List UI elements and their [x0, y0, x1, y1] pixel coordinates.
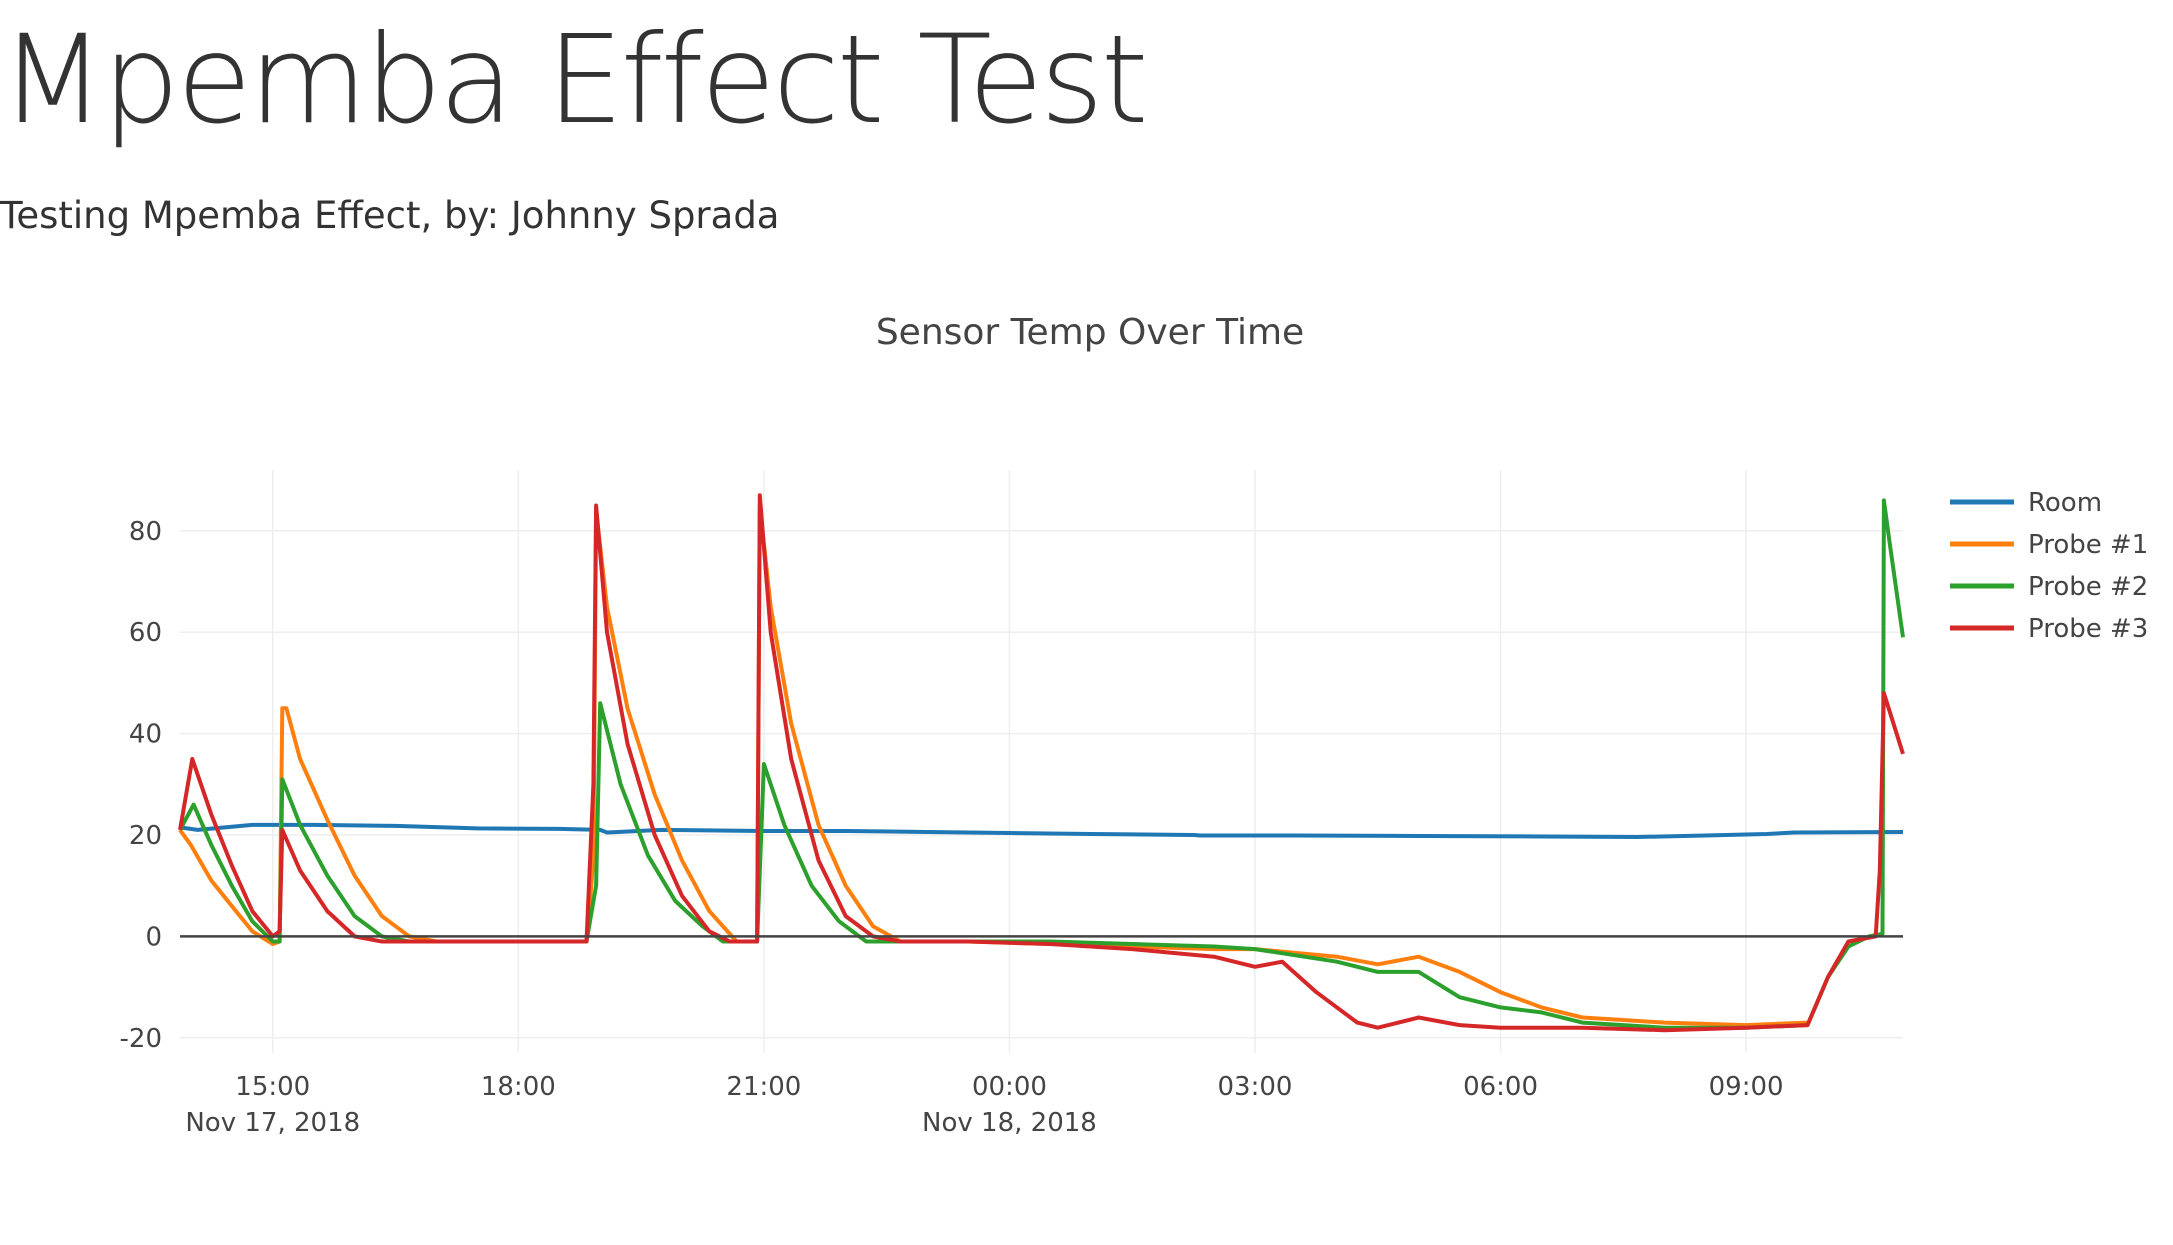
- x-tick-date-label: Nov 18, 2018: [922, 1108, 1097, 1138]
- legend-label: Probe #3: [2028, 614, 2148, 644]
- page-title: Mpemba Effect Test: [0, 9, 1149, 151]
- y-tick-label: 0: [145, 922, 162, 952]
- legend[interactable]: Room Probe #1 Probe #2 Probe #3: [1950, 488, 2148, 644]
- x-tick-label: 09:00: [1709, 1072, 1784, 1102]
- chart-title: Sensor Temp Over Time: [876, 312, 1304, 353]
- x-tick-label: 00:00: [972, 1072, 1047, 1102]
- y-tick-label: 20: [129, 821, 162, 851]
- legend-label: Probe #2: [2028, 572, 2148, 602]
- x-tick-label: 18:00: [481, 1072, 556, 1102]
- y-tick-label: 60: [129, 618, 162, 648]
- x-tick-date-label: Nov 17, 2018: [185, 1108, 360, 1138]
- series-line-1: [179, 822, 1904, 839]
- axis-layer: 15:00 Nov 17, 2018 18:00 21:00 00:00 Nov 18, …: [120, 517, 1903, 1138]
- series-line-2: [178, 503, 1808, 1028]
- x-tick-label: 06:00: [1463, 1072, 1538, 1102]
- legend-item[interactable]: Probe #1: [1950, 530, 2148, 560]
- y-tick-label: 40: [129, 720, 162, 750]
- legend-label: Room: [2028, 488, 2102, 518]
- x-tick-label: 21:00: [726, 1072, 801, 1102]
- x-tick-label: 15:00: [235, 1072, 310, 1102]
- series-line-4: [178, 493, 1905, 1033]
- grid-layer: [180, 470, 1903, 1053]
- series-line-3: [178, 498, 1905, 1030]
- series-layer: [178, 493, 1905, 1033]
- x-tick-label: 03:00: [1218, 1072, 1293, 1102]
- legend-item[interactable]: Probe #3: [1950, 614, 2148, 644]
- page-subtitle: Testing Mpemba Effect, by: Johnny Sprada: [0, 194, 780, 237]
- legend-label: Probe #1: [2028, 530, 2148, 560]
- y-tick-label: -20: [120, 1024, 162, 1054]
- y-tick-label: 80: [129, 517, 162, 547]
- legend-item[interactable]: Probe #2: [1950, 572, 2148, 602]
- legend-item[interactable]: Room: [1950, 488, 2102, 518]
